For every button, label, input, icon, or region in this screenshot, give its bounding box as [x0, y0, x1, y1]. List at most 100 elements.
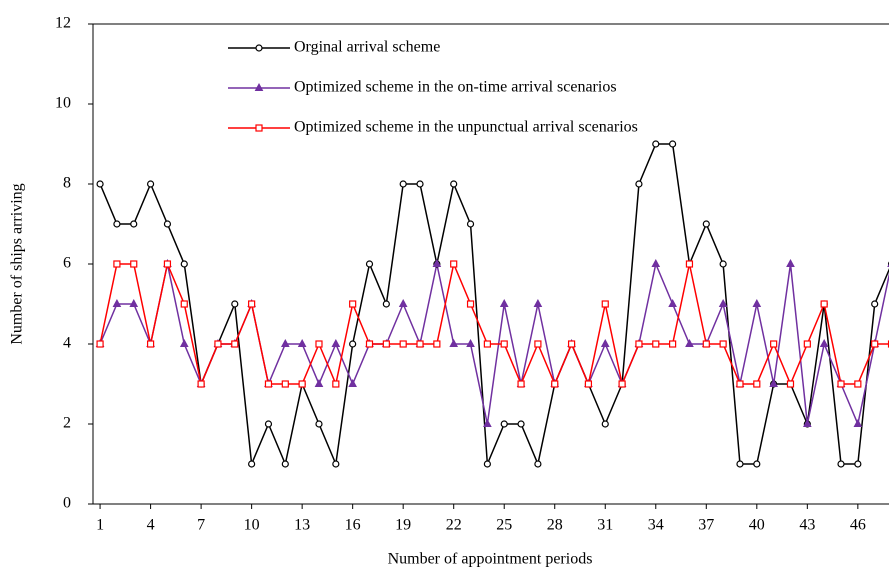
- point: [853, 418, 863, 427]
- point: [416, 340, 424, 348]
- point: [349, 300, 357, 308]
- point: [315, 420, 323, 428]
- point: [871, 340, 879, 348]
- x-tick-label: 28: [547, 517, 563, 534]
- plot-area: [95, 140, 889, 468]
- point: [179, 338, 189, 347]
- point: [517, 380, 525, 388]
- point: [719, 340, 727, 348]
- x-tick-label: 37: [698, 517, 714, 534]
- point: [854, 460, 862, 468]
- legend-label: Optimized scheme in the unpunctual arriv…: [294, 119, 638, 136]
- point: [685, 260, 694, 268]
- point: [601, 300, 609, 308]
- point: [517, 420, 525, 428]
- point: [248, 460, 256, 468]
- point: [669, 140, 677, 148]
- y-tick-label: 4: [63, 335, 71, 352]
- point: [802, 418, 812, 427]
- point: [146, 340, 155, 348]
- point: [314, 378, 324, 387]
- point: [163, 220, 172, 228]
- point: [567, 340, 576, 348]
- point: [635, 340, 643, 348]
- point: [483, 340, 491, 348]
- point: [214, 340, 222, 348]
- point: [752, 298, 762, 307]
- point: [652, 340, 660, 348]
- point: [332, 460, 340, 468]
- point: [130, 220, 138, 228]
- point: [534, 460, 542, 468]
- point: [702, 220, 710, 228]
- x-tick-label: 34: [648, 517, 664, 534]
- point: [584, 380, 593, 388]
- y-tick-label: 6: [63, 255, 71, 272]
- point: [297, 338, 307, 347]
- point: [466, 220, 475, 228]
- point: [280, 338, 290, 347]
- y-axis-title: Number of ships arriving: [9, 183, 26, 344]
- x-tick-label: 19: [395, 517, 411, 534]
- point: [416, 180, 424, 188]
- point: [736, 380, 744, 388]
- x-tick-label: 25: [496, 517, 512, 534]
- point: [382, 300, 390, 308]
- point: [466, 300, 475, 308]
- point: [398, 298, 408, 307]
- point: [331, 338, 341, 347]
- point: [820, 300, 828, 308]
- x-tick-label: 13: [294, 517, 310, 534]
- legend-marker: [254, 82, 264, 91]
- series-line: [99, 261, 889, 387]
- x-tick-label: 31: [597, 517, 613, 534]
- point: [819, 338, 829, 347]
- point: [668, 298, 677, 307]
- point: [231, 340, 239, 348]
- point: [837, 460, 845, 468]
- x-tick-label: 7: [197, 517, 205, 534]
- point: [130, 260, 138, 268]
- point: [180, 260, 188, 268]
- point: [669, 340, 677, 348]
- point: [871, 300, 879, 308]
- point: [618, 380, 626, 388]
- point: [551, 380, 559, 388]
- point: [500, 420, 508, 428]
- point: [113, 220, 121, 228]
- point: [753, 460, 761, 468]
- point: [483, 460, 491, 468]
- point: [281, 460, 289, 468]
- point: [483, 418, 492, 427]
- y-tick-label: 8: [63, 175, 71, 192]
- point: [600, 338, 610, 347]
- point: [718, 298, 728, 307]
- point: [500, 340, 508, 348]
- x-tick-label: 4: [147, 517, 155, 534]
- point: [753, 380, 761, 388]
- point: [685, 338, 694, 347]
- point: [702, 340, 710, 348]
- y-tick-label: 2: [63, 415, 71, 432]
- legend-marker: [255, 44, 263, 52]
- point: [534, 340, 542, 348]
- y-tick-label: 0: [63, 495, 71, 512]
- series-line: [99, 143, 889, 467]
- point: [281, 380, 289, 388]
- point: [433, 340, 441, 348]
- point: [601, 420, 609, 428]
- point: [719, 260, 727, 268]
- point: [635, 180, 643, 188]
- point: [197, 380, 205, 388]
- point: [736, 460, 744, 468]
- point: [786, 258, 795, 267]
- point: [264, 420, 273, 428]
- point: [499, 298, 509, 307]
- point: [315, 340, 323, 348]
- point: [348, 378, 358, 387]
- point: [450, 260, 458, 268]
- legend-label: Orginal arrival scheme: [294, 39, 440, 56]
- x-tick-label: 1: [96, 517, 104, 534]
- point: [651, 258, 661, 267]
